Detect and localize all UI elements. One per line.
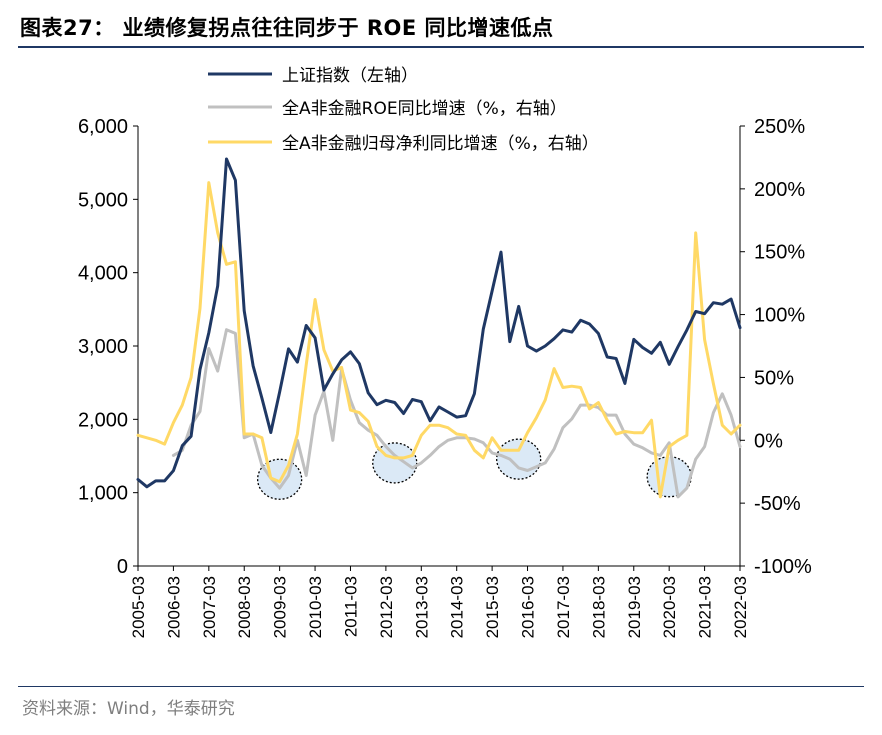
legend-label-1: 上证指数（左轴）: [282, 66, 418, 86]
series-line-1: [136, 157, 742, 489]
y-right-tick-label: -100%: [754, 556, 812, 578]
legend-label-3: 全A非金融归母净利同比增速（%，右轴）: [282, 134, 599, 154]
x-tick-label: 2022-03: [731, 576, 750, 638]
y-right-tick-label: 250%: [754, 116, 805, 138]
y-left-tick-label: 2,000: [78, 409, 128, 431]
chart-title: 图表27： 业绩修复拐点往往同步于 ROE 同比增速低点: [20, 16, 554, 40]
title-rule: [18, 46, 864, 48]
y-right-tick-label: 0%: [754, 430, 783, 452]
y-left-tick-label: 3,000: [78, 336, 128, 358]
y-right-tick-label: 150%: [754, 242, 805, 264]
x-tick-label: 2013-03: [412, 576, 431, 638]
x-tick-label: 2009-03: [271, 576, 290, 638]
y-left-tick-label: 5,000: [78, 189, 128, 211]
x-tick-label: 2015-03: [483, 576, 502, 638]
y-left-tick-label: 6,000: [78, 116, 128, 138]
y-left-tick-label: 1,000: [78, 483, 128, 505]
legend-label-2: 全A非金融ROE同比增速（%，右轴）: [282, 99, 567, 119]
footer-rule: [18, 686, 864, 687]
x-tick-label: 2018-03: [589, 576, 608, 638]
y-right-tick-label: -50%: [754, 493, 801, 515]
x-tick-label: 2019-03: [625, 576, 644, 638]
x-tick-label: 2021-03: [696, 576, 715, 638]
series-line-2: [171, 328, 742, 499]
y-right-tick-label: 100%: [754, 305, 805, 327]
y-right-tick-label: 200%: [754, 179, 805, 201]
x-tick-label: 2006-03: [164, 576, 183, 638]
x-tick-label: 2010-03: [306, 576, 325, 638]
x-tick-label: 2016-03: [519, 576, 538, 638]
y-left-tick-label: 0: [117, 556, 128, 578]
x-tick-label: 2017-03: [554, 576, 573, 638]
x-tick-label: 2007-03: [200, 576, 219, 638]
series-line-3: [136, 181, 742, 499]
chart-svg: 0 1,000 2,000 3,000 4,000 5,000 6,000 -100% -50%…: [78, 66, 812, 638]
y-right-tick-label: 50%: [754, 367, 794, 389]
x-tick-label: 2005-03: [129, 576, 148, 638]
y-left-tick-label: 4,000: [78, 263, 128, 285]
x-tick-label: 2014-03: [448, 576, 467, 638]
source-note: 资料来源：Wind，华泰研究: [22, 699, 235, 719]
x-tick-label: 2012-03: [377, 576, 396, 638]
trough-circle-3: [496, 438, 542, 480]
x-tick-label: 2008-03: [235, 576, 254, 638]
x-tick-label: 2020-03: [660, 576, 679, 638]
x-tick-label: 2011-03: [341, 576, 360, 637]
